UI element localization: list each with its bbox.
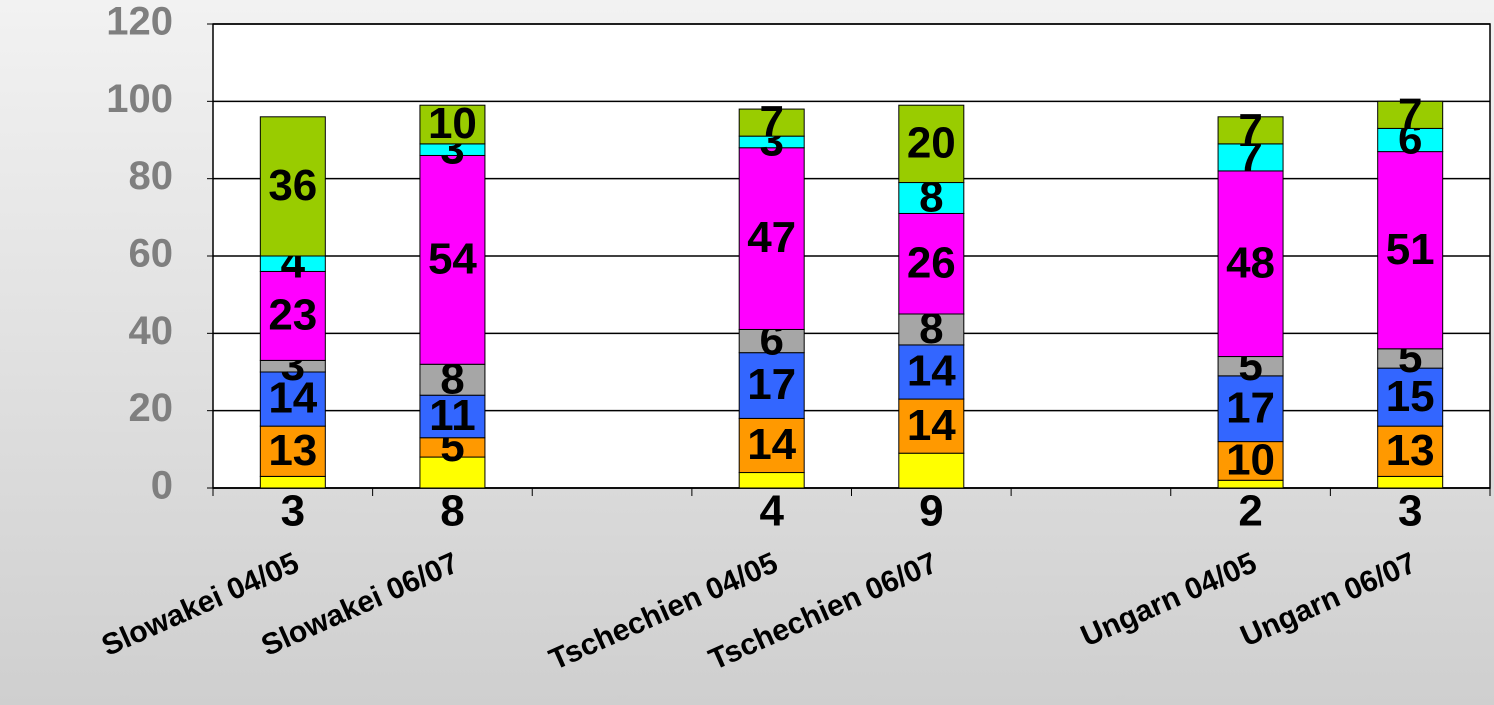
bar-segment	[1377, 425, 1444, 477]
y-tick-label: 20	[129, 386, 174, 430]
bar-segment	[898, 344, 965, 400]
x-tick-label: Ungarn 06/07	[1236, 546, 1422, 653]
data-label: 3	[281, 487, 305, 536]
data-label: 7	[1238, 105, 1262, 154]
bar-segment	[419, 363, 486, 396]
bar-segment	[419, 394, 486, 439]
data-label: 13	[268, 426, 317, 475]
data-label: 8	[440, 487, 464, 536]
bar-segment	[898, 452, 965, 489]
data-label: 13	[1386, 426, 1435, 475]
data-label: 3	[1398, 487, 1422, 536]
data-label: 54	[428, 234, 477, 283]
data-label: 14	[907, 347, 956, 396]
bar-segment	[738, 108, 805, 137]
bar-segment	[1217, 170, 1284, 358]
data-label: 20	[907, 118, 956, 167]
bar-segment	[259, 425, 326, 477]
data-label: 10	[428, 99, 477, 148]
data-label: 7	[759, 97, 783, 146]
y-tick-label: 0	[151, 464, 173, 508]
bar-segment	[898, 313, 965, 346]
bar-segment	[259, 116, 326, 257]
bar-segment	[898, 182, 965, 214]
data-label: 51	[1386, 225, 1435, 274]
data-label: 7	[1398, 89, 1422, 138]
bar-segment	[1217, 116, 1284, 145]
y-tick-label: 80	[129, 154, 174, 198]
data-label: 14	[907, 401, 956, 450]
bar-segment	[419, 154, 486, 365]
bar-segment	[898, 212, 965, 315]
data-label: 26	[907, 238, 956, 287]
data-label: 47	[747, 213, 796, 262]
data-label: 11	[429, 391, 476, 440]
data-label: 9	[919, 487, 943, 536]
data-label: 15	[1386, 372, 1435, 421]
bar-segment	[419, 456, 486, 489]
bar-segment	[738, 417, 805, 474]
data-label: 14	[747, 420, 796, 469]
y-tick-label: 100	[106, 77, 173, 121]
y-tick-label: 120	[106, 0, 173, 44]
y-tick-label: 60	[129, 232, 174, 276]
data-label: 17	[747, 360, 796, 409]
bar-segment	[1217, 441, 1284, 481]
bar-segment	[1377, 367, 1444, 427]
bar-segment	[259, 270, 326, 361]
bar-segment	[1377, 151, 1444, 350]
data-label: 14	[268, 374, 317, 423]
data-label: 4	[759, 487, 784, 536]
data-label: 23	[268, 291, 317, 340]
data-label: 48	[1226, 238, 1275, 287]
bar-segment	[1377, 100, 1444, 129]
bar-segment	[419, 104, 486, 145]
y-tick-label: 40	[129, 309, 174, 353]
x-tick-label: Ungarn 04/05	[1076, 546, 1262, 653]
data-label: 36	[268, 161, 317, 210]
bar-segment	[259, 371, 326, 427]
bar-segment	[738, 147, 805, 330]
bar-segment	[898, 104, 965, 184]
data-label: 2	[1238, 487, 1262, 536]
data-label: 10	[1226, 436, 1275, 485]
data-label: 17	[1226, 383, 1275, 432]
